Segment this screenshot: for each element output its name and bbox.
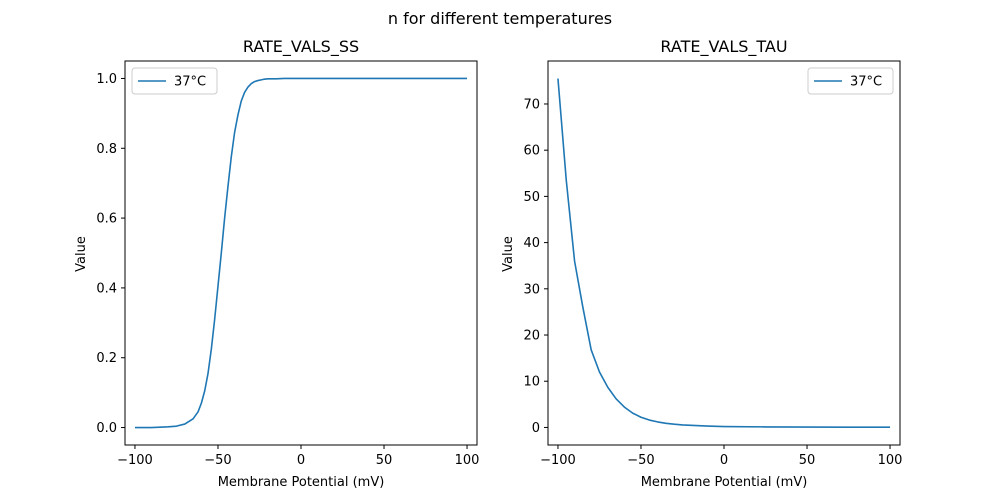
x-tick-label: 0 [297, 453, 305, 468]
figure-suptitle: n for different temperatures [388, 9, 612, 28]
x-tick-label: 50 [376, 453, 393, 468]
x-tick-label: 0 [720, 453, 728, 468]
chart-panel-steady-state: RATE_VALS_SS Membrane Potential (mV) Val… [74, 37, 479, 490]
chart-title: RATE_VALS_SS [243, 37, 359, 57]
y-tick-label: 1.0 [96, 72, 117, 87]
legend: 37°C [807, 67, 894, 95]
plot-area: −100 −50 0 50 100 0.0 0.2 0.4 0.6 0.8 1.0 37°C [96, 60, 480, 468]
chart-title: RATE_VALS_TAU [660, 37, 787, 57]
y-tick-label: 30 [523, 282, 540, 297]
y-tick-label: 0 [532, 421, 540, 436]
y-tick-label: 0.6 [96, 212, 117, 227]
y-tick-label: 10 [523, 375, 540, 390]
chart-panel-time-constant: RATE_VALS_TAU Membrane Potential (mV) Va… [501, 37, 902, 490]
legend-label: 37°C [174, 75, 206, 90]
y-axis-label: Value [501, 236, 516, 272]
x-tick-label: −50 [627, 453, 654, 468]
x-tick-label: −100 [117, 453, 153, 468]
x-axis-label: Membrane Potential (mV) [218, 475, 385, 490]
series-line [557, 78, 891, 429]
y-tick-label: 0.2 [96, 351, 117, 366]
legend: 37°C [131, 67, 218, 95]
legend-label: 37°C [850, 75, 882, 90]
x-tick-label: 50 [799, 453, 816, 468]
series-line [134, 77, 468, 429]
y-tick-label: 0.4 [96, 281, 117, 296]
x-tick-label: 100 [878, 453, 903, 468]
y-tick-label: 0.8 [96, 142, 117, 157]
y-tick-label: 70 [523, 97, 540, 112]
legend-box [807, 67, 894, 95]
y-tick-label: 0.0 [96, 421, 117, 436]
y-tick-label: 50 [523, 190, 540, 205]
x-axis-label: Membrane Potential (mV) [641, 475, 808, 490]
y-axis-label: Value [74, 236, 89, 272]
y-tick-label: 20 [523, 329, 540, 344]
x-tick-label: −100 [540, 453, 576, 468]
legend-box [131, 67, 218, 95]
plot-area: −100 −50 0 50 100 0 10 20 30 40 50 60 70 37°C [523, 60, 903, 468]
x-tick-label: 100 [455, 453, 480, 468]
y-tick-label: 40 [523, 236, 540, 251]
x-tick-label: −50 [204, 453, 231, 468]
y-tick-label: 60 [523, 144, 540, 159]
